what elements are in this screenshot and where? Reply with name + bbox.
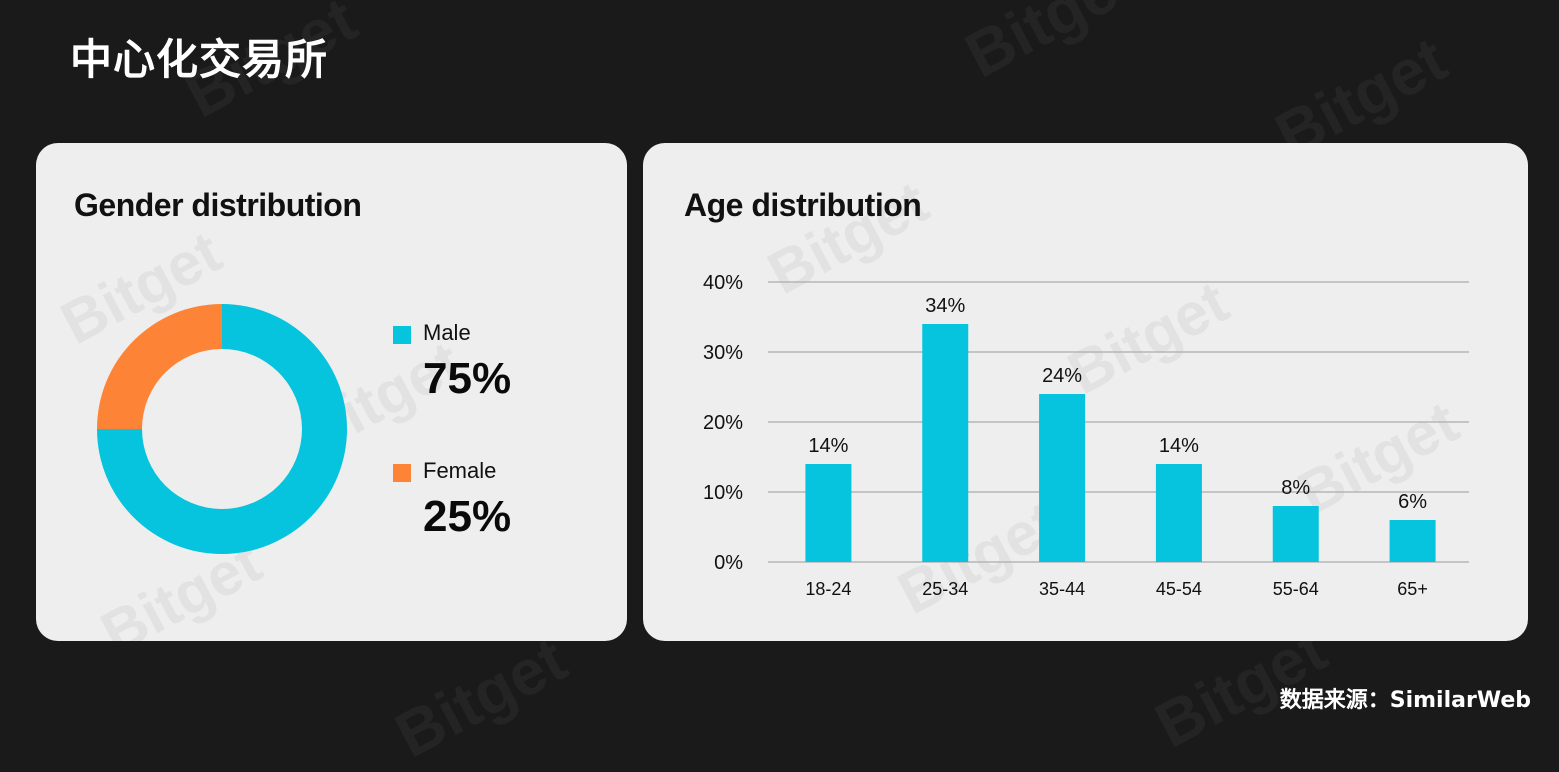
donut-slice-male [97,304,347,554]
bar-value-label: 14% [1159,435,1199,457]
bar-45-54 [1155,464,1202,562]
gender-chart-title: Gender distribution [74,187,362,223]
watermark: Bitget [953,0,1148,92]
x-tick-label: 18-24 [805,579,851,599]
bar-55-64 [1272,506,1319,562]
legend-swatch-female [393,464,411,482]
bar-value-label: 6% [1398,491,1427,513]
x-tick-label: 35-44 [1039,579,1085,599]
x-tick-label: 55-64 [1273,579,1319,599]
age-chart-title: Age distribution [684,187,922,223]
donut-slice-female [97,304,222,429]
x-tick-label: 25-34 [922,579,968,599]
bar-value-label: 24% [1042,365,1082,387]
y-tick-label: 30% [703,342,743,364]
age-distribution-card: Bitget Bitget Bitget Bitget Age distribu… [643,143,1528,641]
legend-label-female: Female [423,458,497,483]
x-tick-label: 65+ [1397,579,1428,599]
data-source-label: 数据来源：SimilarWeb [1279,688,1531,713]
bar-65+ [1389,520,1436,562]
y-tick-label: 0% [714,552,743,574]
gender-donut-chart [97,304,347,554]
legend-swatch-male [393,326,411,344]
gender-distribution-card: Bitget Bitget Bitget Gender distribution… [36,143,627,641]
y-tick-label: 40% [703,272,743,294]
bar-value-label: 14% [808,435,848,457]
x-tick-label: 45-54 [1156,579,1202,599]
bar-18-24 [805,464,852,562]
legend-label-male: Male [423,320,471,345]
y-tick-label: 10% [703,482,743,504]
y-tick-label: 20% [703,412,743,434]
legend-value-male: 75% [423,354,512,403]
legend-value-female: 25% [423,492,512,541]
page-title: 中心化交易所 [70,35,329,84]
watermark: Bitget [383,622,578,772]
age-bar-chart: 0% 10% 20% 30% 40% 14% 18-24 34% 25-34 24% 35-44 14… [703,272,1469,599]
bar-35-44 [1039,394,1086,562]
bar-25-34 [922,324,969,562]
bar-value-label: 8% [1281,477,1310,499]
bar-value-label: 34% [925,295,965,317]
